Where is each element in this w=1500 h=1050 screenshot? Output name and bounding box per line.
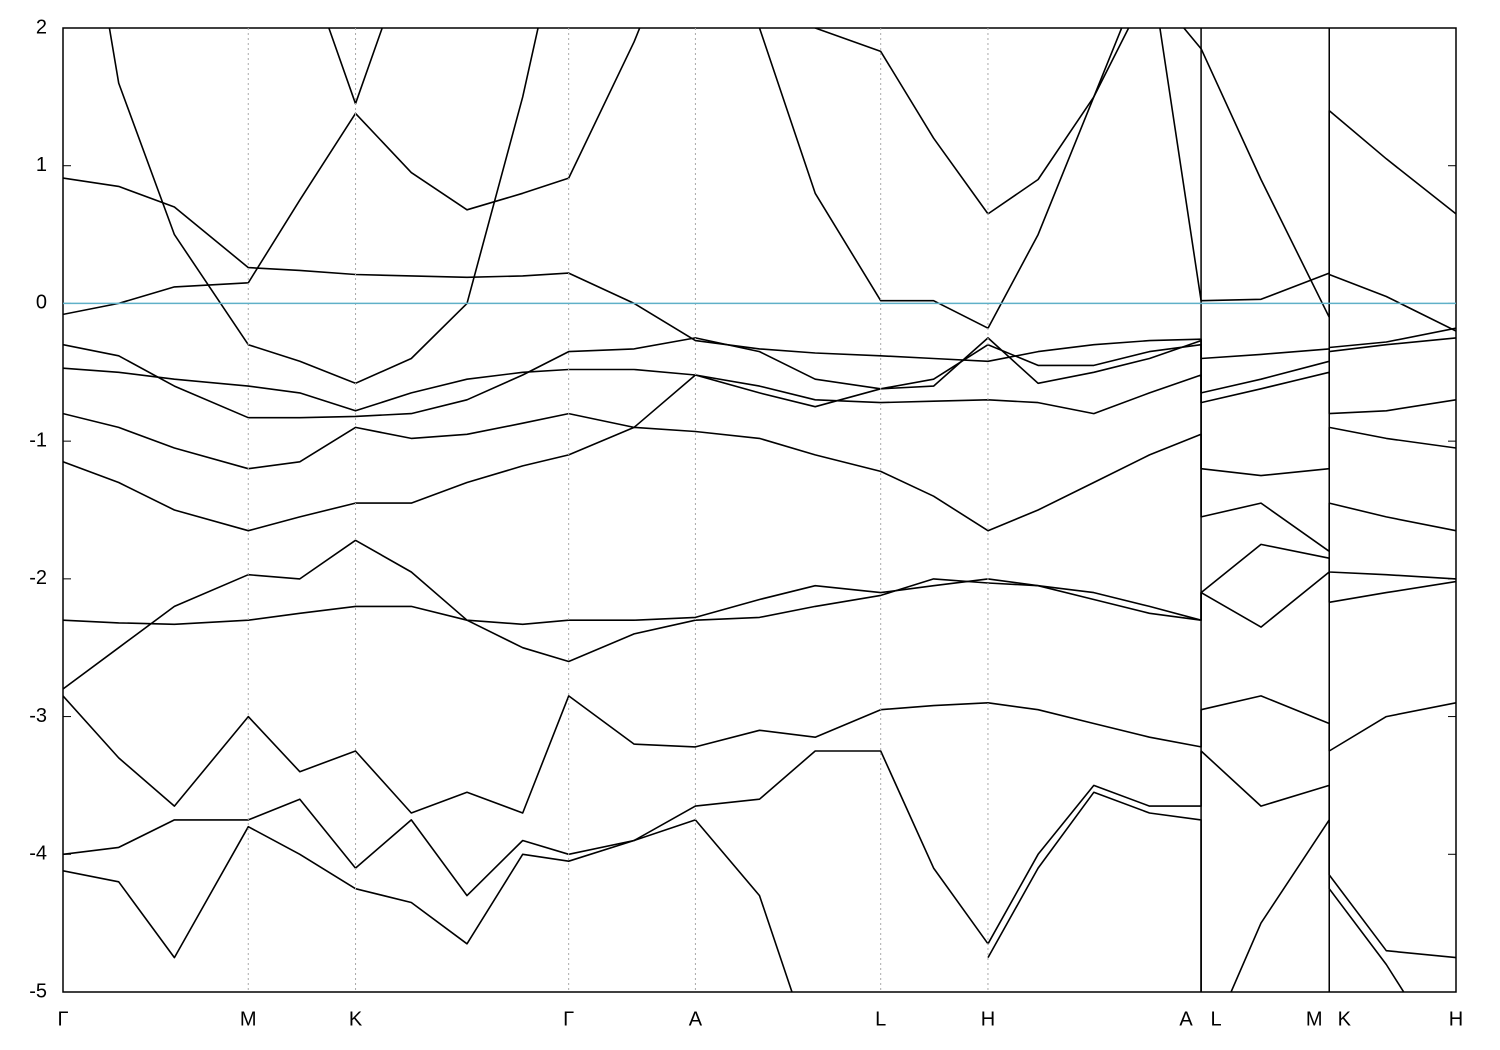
x-tick-label: A: [1179, 1008, 1193, 1030]
bands: [63, 28, 1456, 992]
band: [63, 750, 1405, 992]
y-tick-label: -5: [29, 980, 47, 1002]
x-tick-label: M: [1306, 1008, 1323, 1030]
band: [63, 819, 793, 992]
band: [63, 539, 1456, 690]
plot-frame: [62, 27, 1457, 993]
x-tick-label: Γ: [563, 1008, 574, 1030]
band: [63, 337, 1456, 419]
y-tick-label: -2: [29, 567, 47, 589]
band: [108, 28, 539, 385]
y-tick-label: 0: [36, 292, 47, 314]
band: [758, 28, 1456, 332]
band: [63, 177, 1456, 363]
band: [63, 543, 1456, 626]
x-tick-label: A: [689, 1008, 703, 1030]
y-tick-label: 1: [36, 154, 47, 176]
x-tick-label: Γ: [57, 1008, 68, 1030]
band: [63, 28, 641, 316]
x-tick-label: H: [981, 1008, 995, 1030]
band: [987, 791, 1456, 992]
x-tick-label: L: [1211, 1008, 1222, 1030]
x-tick-label: H: [1449, 1008, 1463, 1030]
y-tick-label: -3: [29, 705, 47, 727]
band: [63, 695, 1456, 814]
band: [63, 367, 1456, 415]
band: [63, 412, 1456, 532]
band: [814, 28, 1456, 318]
y-tick-label: 2: [36, 16, 47, 38]
x-tick-label: L: [875, 1008, 886, 1030]
x-tick-label: M: [240, 1008, 257, 1030]
y-tick-label: -1: [29, 429, 47, 451]
y-tick-label: -4: [29, 843, 47, 865]
x-tick-label: K: [1338, 1008, 1352, 1030]
x-tick-label: K: [349, 1008, 363, 1030]
band: [63, 343, 1456, 553]
